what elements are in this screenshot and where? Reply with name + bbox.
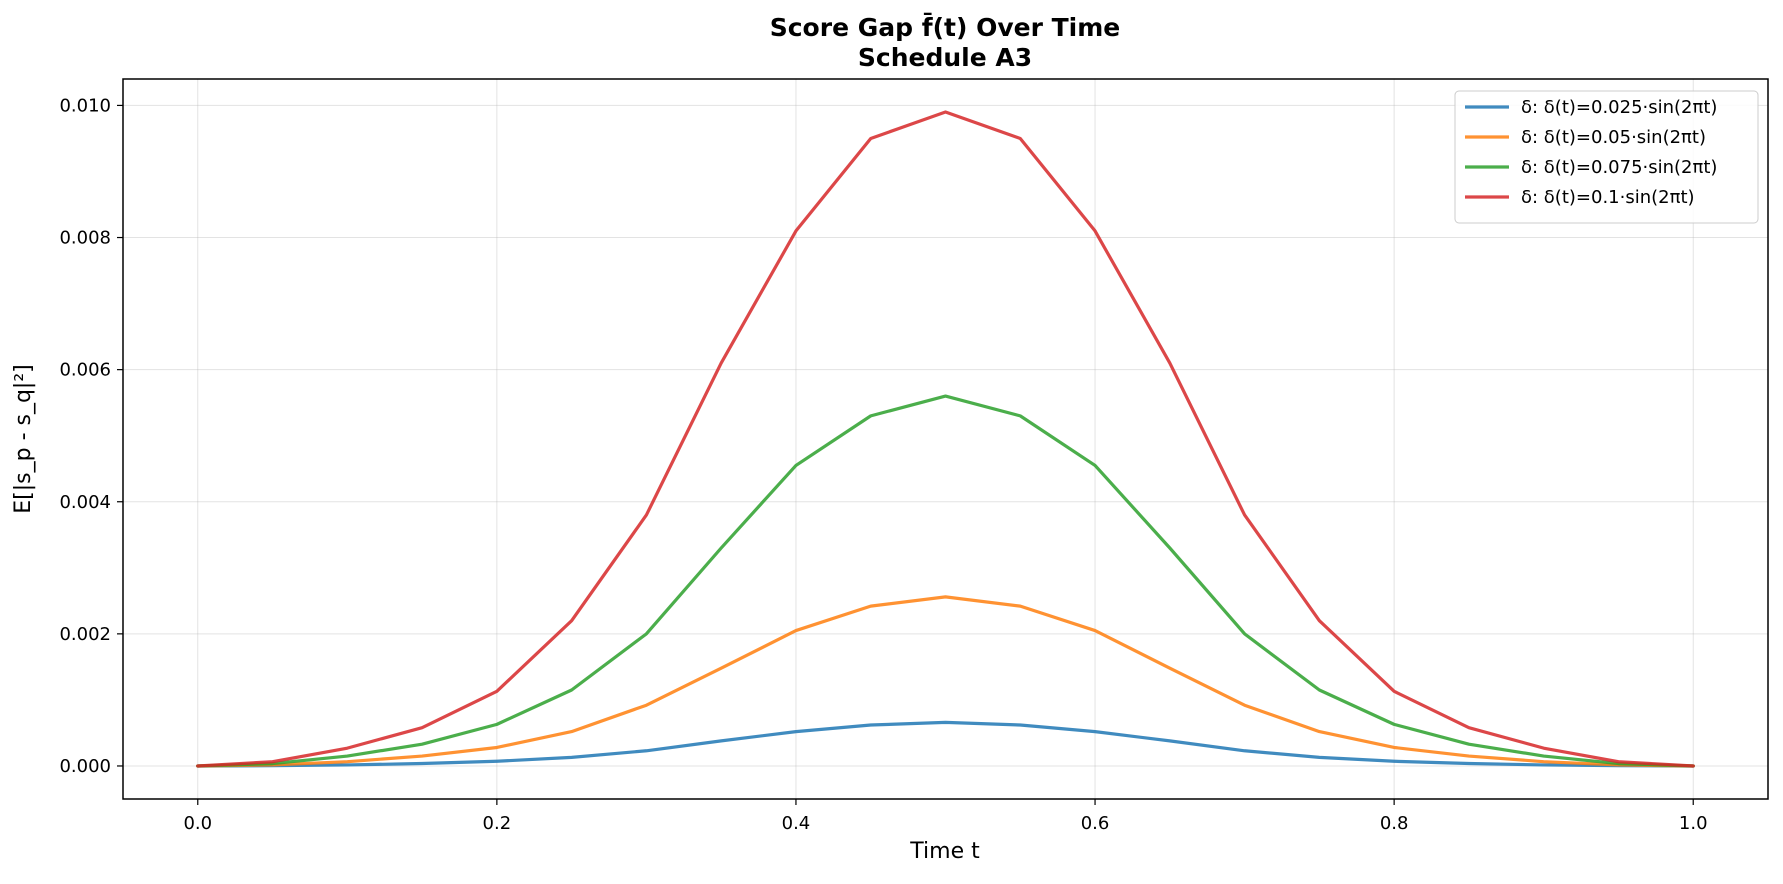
legend-label-4: δ: δ(t)=0.1·sin(2πt) (1521, 187, 1695, 208)
y-tick-label: 0.000 (59, 756, 111, 777)
x-tick-label: 1.0 (1679, 813, 1708, 834)
x-axis-ticks: 0.0 0.2 0.4 0.6 0.8 1.0 (183, 799, 1708, 834)
x-tick-label: 0.0 (183, 813, 212, 834)
x-tick-label: 0.6 (1081, 813, 1110, 834)
y-tick-label: 0.008 (59, 228, 111, 249)
x-tick-label: 0.8 (1380, 813, 1409, 834)
legend-label-3: δ: δ(t)=0.075·sin(2πt) (1521, 157, 1717, 178)
legend-label-2: δ: δ(t)=0.05·sin(2πt) (1521, 127, 1706, 148)
chart-title: Score Gap f̄(t) Over Time (770, 11, 1121, 42)
y-tick-label: 0.004 (59, 492, 111, 513)
series-line-4 (196, 110, 1695, 768)
y-tick-label: 0.002 (59, 624, 111, 645)
x-tick-label: 0.4 (782, 813, 811, 834)
plot-frame (122, 78, 1769, 800)
x-tick-label: 0.2 (483, 813, 512, 834)
y-axis-label: E[|s_p - s_q|²] (11, 364, 36, 514)
legend: δ: δ(t)=0.025·sin(2πt) δ: δ(t)=0.05·sin(2… (1454, 90, 1759, 224)
y-tick-label: 0.006 (59, 360, 111, 381)
y-axis-ticks: 0.000 0.002 0.004 0.006 0.008 0.010 (59, 95, 123, 777)
series-line-2 (196, 595, 1695, 768)
series-line-3 (196, 394, 1695, 768)
legend-label-1: δ: δ(t)=0.025·sin(2πt) (1521, 97, 1717, 118)
series-lines (196, 110, 1695, 768)
chart-subtitle: Schedule A3 (858, 43, 1032, 72)
y-tick-label: 0.010 (59, 95, 111, 116)
series-line-1 (196, 720, 1695, 768)
legend-box (1454, 90, 1759, 224)
x-axis-label: Time t (909, 839, 980, 864)
